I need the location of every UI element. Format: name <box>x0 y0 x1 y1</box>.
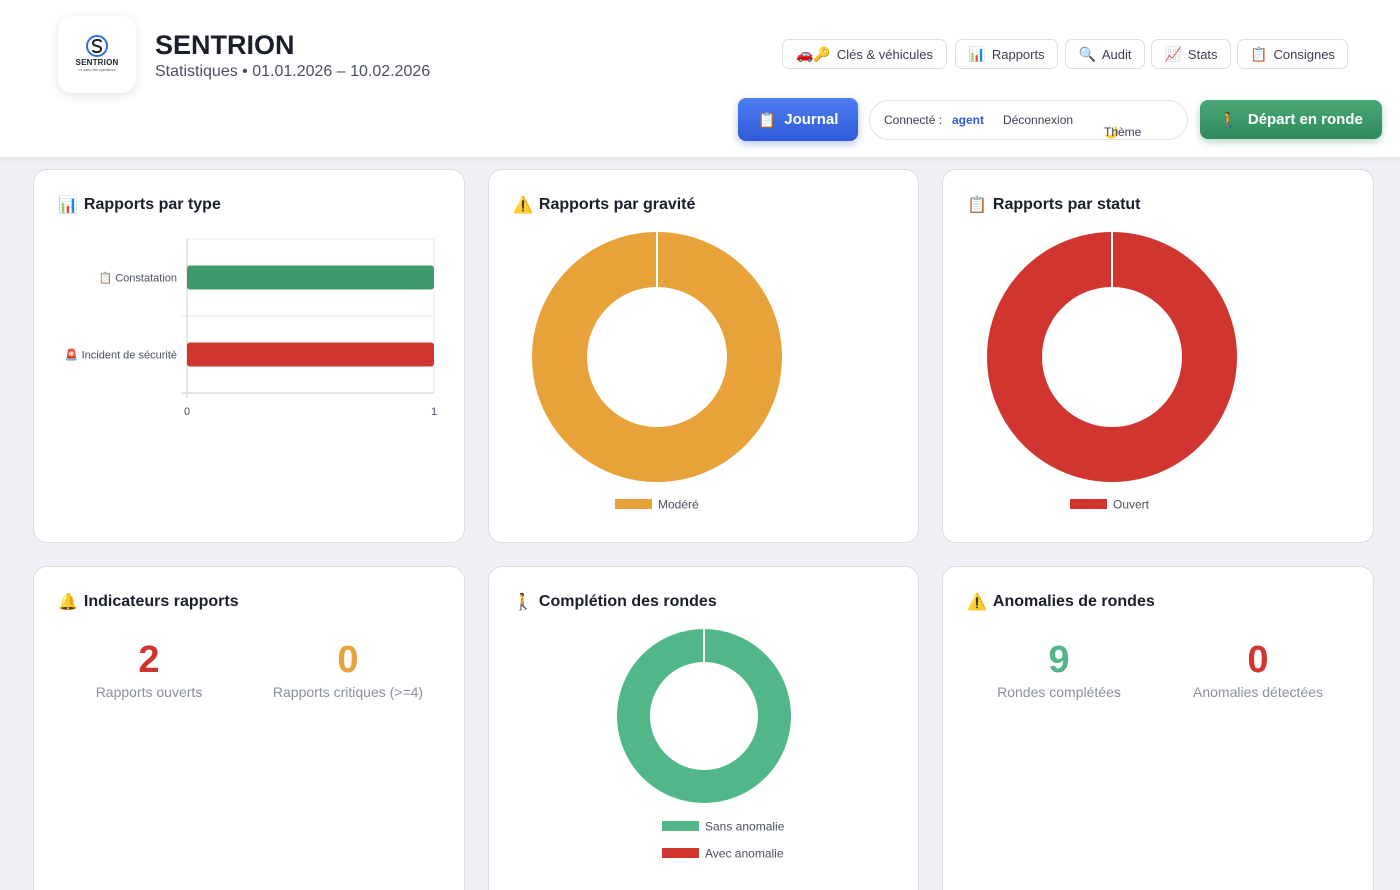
bar <box>187 265 434 290</box>
category-label: 📋 Constatation <box>98 272 177 285</box>
app-title: SENTRION <box>155 30 295 60</box>
clipboard-icon: 📋 <box>1250 45 1268 62</box>
kpi-value: 2 <box>138 639 160 681</box>
bar <box>187 342 434 367</box>
kpi-detected-anomalies: 0 Anomalies détectées <box>1158 639 1358 700</box>
nav-keys-vehicles-button[interactable]: 🚗🔑 Clés & véhicules <box>782 39 947 69</box>
card-title-text: Indicateurs rapports <box>83 593 239 610</box>
theme-label: Thème <box>1104 125 1142 139</box>
card-title: 📊 Rapports par type <box>58 195 221 215</box>
nav-reports-button[interactable]: 📊 Rapports <box>955 39 1058 69</box>
reports-by-type-card: 📊 Rapports par type 📋 Constatation 🚨 Inci… <box>33 169 465 543</box>
nav-label: Rapports <box>991 46 1045 62</box>
reports-by-status-card: 📋 Rapports par statut Ouvert <box>942 169 1374 543</box>
tick-label: 0 <box>184 406 190 418</box>
logo-name: SENTRION <box>75 58 119 67</box>
nav-label: Clés & véhicules <box>836 46 933 62</box>
kpi-completed-rounds: 9 Rondes complétées <box>959 639 1159 700</box>
warning-icon: ⚠️ <box>513 197 533 214</box>
kpi-label: Anomalies détectées <box>1193 684 1323 700</box>
legend-label: Ouvert <box>1113 498 1150 512</box>
journal-button[interactable]: 📋 Journal <box>738 98 858 141</box>
kpi-value: 9 <box>1048 639 1070 681</box>
kpi-open-reports: 2 Rapports ouverts <box>49 639 249 700</box>
car-key-icon: 🚗🔑 <box>796 45 831 62</box>
connected-label: Connecté : <box>884 113 943 127</box>
session-bar: Connecté : agent Déconnexion 🌙 Thème <box>869 100 1188 140</box>
card-title: ⚠️ Rapports par gravité <box>513 195 695 215</box>
round-anomalies-card: ⚠️ Anomalies de rondes 9 Rondes complété… <box>942 566 1374 890</box>
donut-slice <box>532 232 782 482</box>
sentrion-logo-icon <box>86 35 108 57</box>
warning-icon: ⚠️ <box>967 594 987 611</box>
card-title: 🚶 Complétion des rondes <box>513 592 717 612</box>
connected-user: agent <box>952 113 985 127</box>
card-title-text: Rapports par gravité <box>538 196 696 213</box>
tick-label: 1 <box>431 406 437 418</box>
line-chart-icon: 📈 <box>1164 45 1182 62</box>
card-title: ⚠️ Anomalies de rondes <box>967 592 1155 612</box>
page-subtitle: Statistiques • 01.01.2026 – 10.02.2026 <box>155 63 431 80</box>
donut-slice <box>987 232 1237 482</box>
legend-swatch <box>615 499 652 509</box>
round-completion-chart: Sans anomalie Avec anomalie <box>617 629 791 861</box>
legend-swatch <box>1070 499 1107 509</box>
kpi-value: 0 <box>337 639 359 681</box>
app-logo[interactable]: SENTRION Le cœur des opérations <box>58 16 136 93</box>
kpi-value: 0 <box>1247 639 1269 681</box>
category-label: 🚨 Incident de sécurité <box>65 349 177 362</box>
clipboard-icon: 📋 <box>757 111 777 129</box>
nav-instructions-button[interactable]: 📋 Consignes <box>1237 39 1348 69</box>
nav-label: Audit <box>1101 46 1132 62</box>
card-title-text: Complétion des rondes <box>538 593 717 610</box>
card-title: 🔔 Indicateurs rapports <box>58 592 239 612</box>
card-title-text: Rapports par type <box>83 196 221 213</box>
magnifier-icon: 🔍 <box>1078 45 1096 62</box>
legend-swatch <box>662 821 699 831</box>
clipboard-icon: 📋 <box>967 197 987 214</box>
reports-by-type-chart: 📋 Constatation 🚨 Incident de sécurité 0 1 <box>65 238 437 418</box>
start-round-button[interactable]: 🚶 Départ en ronde <box>1200 100 1382 139</box>
reports-by-gravity-card: ⚠️ Rapports par gravité Modéré <box>488 169 919 543</box>
card-title-text: Rapports par statut <box>992 196 1141 213</box>
kpi-critical-reports: 0 Rapports critiques (>=4) <box>248 639 448 700</box>
report-indicators-card: 🔔 Indicateurs rapports 2 Rapports ouvert… <box>33 566 465 890</box>
round-completion-card: 🚶 Complétion des rondes Sans anomalie Ave… <box>488 566 919 890</box>
nav-stats-button[interactable]: 📈 Stats <box>1151 39 1231 69</box>
moon-icon: 🌙 <box>1104 125 1119 139</box>
bar-chart-icon: 📊 <box>968 45 986 62</box>
walking-person-icon: 🚶 <box>513 594 533 611</box>
kpi-label: Rondes complétées <box>997 684 1121 700</box>
logo-tagline: Le cœur des opérations <box>78 68 116 72</box>
start-round-label: Départ en ronde <box>1247 111 1363 128</box>
reports-by-gravity-chart: Modéré <box>532 232 782 512</box>
nav-audit-button[interactable]: 🔍 Audit <box>1065 39 1145 69</box>
logout-button[interactable]: Déconnexion <box>1003 113 1074 127</box>
card-title-text: Anomalies de rondes <box>992 593 1155 610</box>
bar-chart-icon: 📊 <box>58 197 78 214</box>
legend-label: Modéré <box>658 498 699 512</box>
legend-swatch <box>662 848 699 858</box>
legend-label: Avec anomalie <box>705 847 784 861</box>
journal-label: Journal <box>784 111 839 128</box>
kpi-label: Rapports critiques (>=4) <box>272 684 424 700</box>
card-title: 📋 Rapports par statut <box>967 195 1141 215</box>
walking-person-icon: 🚶 <box>1219 111 1238 129</box>
bell-icon: 🔔 <box>58 594 78 611</box>
nav-label: Stats <box>1187 46 1218 62</box>
legend-label: Sans anomalie <box>705 820 785 834</box>
donut-slice <box>617 629 791 803</box>
nav-label: Consignes <box>1273 46 1335 62</box>
app-header: SENTRION Le cœur des opérations SENTRION… <box>0 0 1400 157</box>
reports-by-status-chart: Ouvert <box>987 232 1237 512</box>
kpi-label: Rapports ouverts <box>95 684 203 700</box>
